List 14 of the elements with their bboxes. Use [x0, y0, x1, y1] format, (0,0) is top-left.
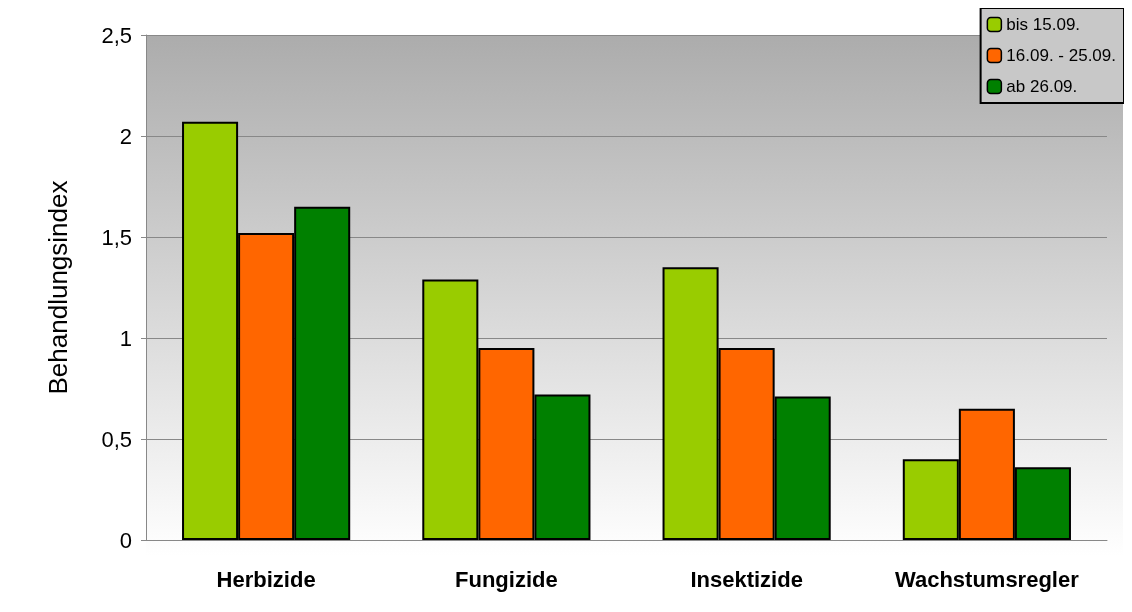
x-tick-label: Herbizide [216, 566, 316, 592]
y-tick-label: 0 [119, 527, 132, 553]
y-tick-label: 0,5 [101, 426, 132, 452]
x-tick-label: Wachstumsregler [894, 566, 1080, 592]
y-tick-label: 1,5 [101, 224, 132, 250]
y-tick-label: 2 [119, 123, 132, 149]
x-tick-label: Fungizide [455, 566, 558, 592]
legend-label: bis 15.09. [1006, 15, 1081, 34]
legend-label: 16.09. - 25.09. [1006, 46, 1116, 65]
x-tick-label: Insektizide [690, 566, 803, 592]
y-tick-label: 2,5 [101, 22, 132, 48]
legend-label: ab 26.09. [1006, 77, 1078, 96]
y-tick-label: 1 [119, 325, 132, 351]
y-axis-title: Behandlungsindex [43, 180, 73, 395]
